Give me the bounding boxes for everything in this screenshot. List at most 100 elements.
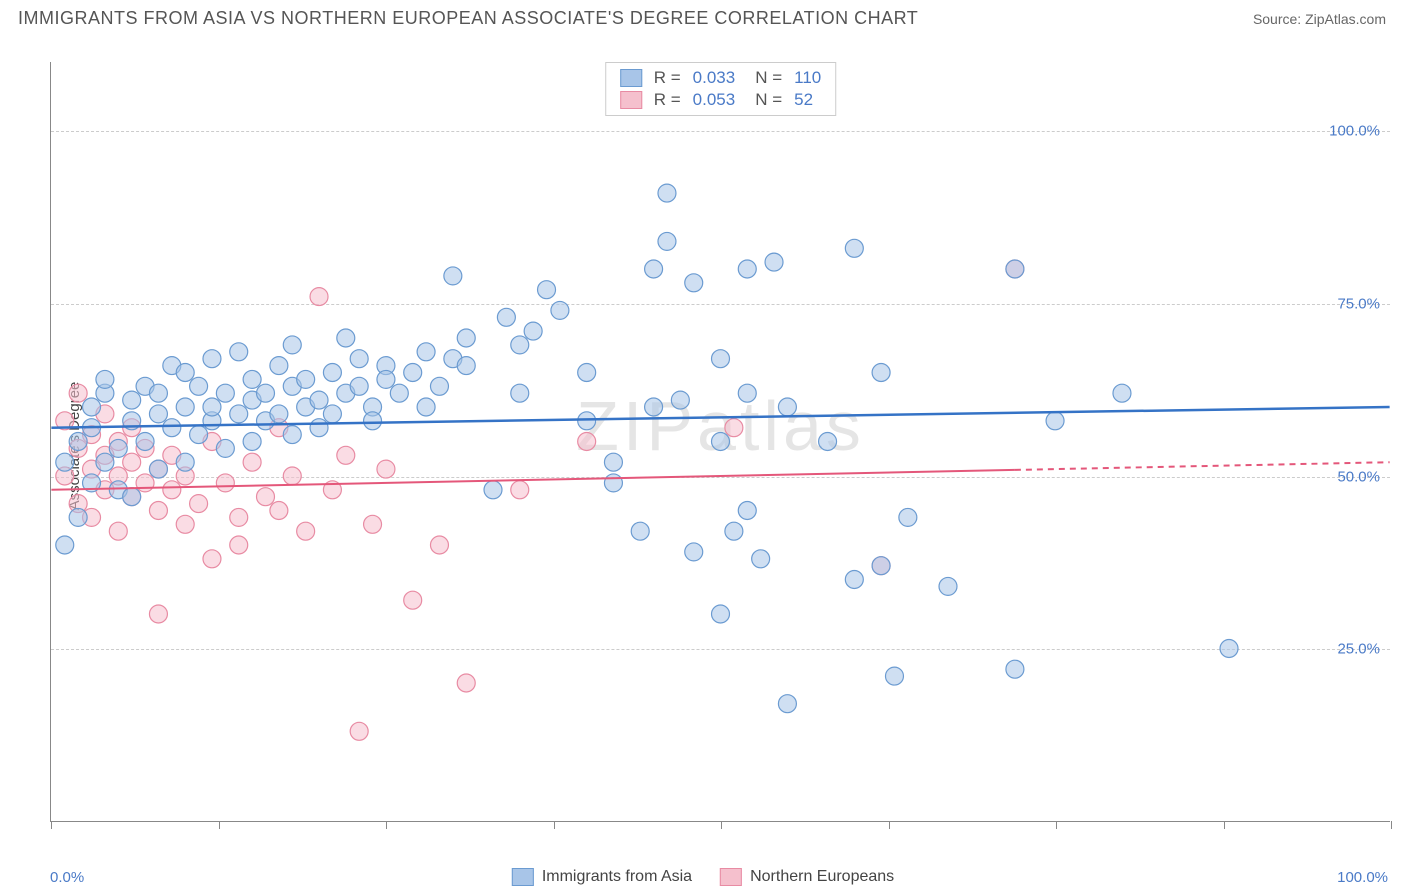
series-a-point	[845, 239, 863, 257]
series-a-point	[69, 508, 87, 526]
series-a-point	[283, 426, 301, 444]
series-a-point	[752, 550, 770, 568]
series-a-point	[56, 453, 74, 471]
series-a-point	[203, 350, 221, 368]
series-a-point	[872, 364, 890, 382]
series-b-point	[163, 481, 181, 499]
series-a-point	[845, 571, 863, 589]
series-a-point	[149, 384, 167, 402]
series-a-point	[176, 364, 194, 382]
chart-title: IMMIGRANTS FROM ASIA VS NORTHERN EUROPEA…	[18, 8, 918, 29]
series-a-point	[685, 543, 703, 561]
series-a-point	[404, 364, 422, 382]
series-b-point	[283, 467, 301, 485]
series-a-point	[484, 481, 502, 499]
series-legend: Immigrants from AsiaNorthern Europeans	[512, 868, 894, 886]
legend-n-value: 110	[794, 68, 821, 88]
series-a-point	[511, 336, 529, 354]
series-a-point	[176, 398, 194, 416]
x-tick	[554, 821, 555, 829]
series-b-point	[430, 536, 448, 554]
legend-swatch	[620, 91, 642, 109]
series-b-point	[216, 474, 234, 492]
series-b-point	[364, 515, 382, 533]
series-a-point	[457, 357, 475, 375]
series-legend-item: Northern Europeans	[720, 868, 894, 886]
series-a-point	[297, 370, 315, 388]
series-a-point	[604, 453, 622, 471]
series-b-point	[725, 419, 743, 437]
series-a-point	[819, 433, 837, 451]
series-a-point	[96, 370, 114, 388]
correlation-legend: R =0.033N =110R =0.053N = 52	[605, 62, 837, 116]
trend-line	[51, 470, 1015, 490]
series-a-point	[1006, 660, 1024, 678]
series-a-point	[671, 391, 689, 409]
series-b-point	[149, 502, 167, 520]
series-b-point	[69, 384, 87, 402]
series-a-point	[885, 667, 903, 685]
series-b-point	[109, 522, 127, 540]
series-a-point	[1006, 260, 1024, 278]
series-b-point	[337, 446, 355, 464]
series-a-point	[230, 405, 248, 423]
series-a-point	[444, 267, 462, 285]
series-b-point	[350, 722, 368, 740]
series-a-point	[738, 502, 756, 520]
series-a-point	[685, 274, 703, 292]
series-a-point	[123, 488, 141, 506]
series-b-point	[230, 508, 248, 526]
series-a-point	[578, 412, 596, 430]
legend-n-label: N =	[755, 90, 782, 110]
series-a-point	[778, 398, 796, 416]
series-a-point	[417, 343, 435, 361]
x-tick	[1056, 821, 1057, 829]
series-a-point	[190, 377, 208, 395]
series-b-point	[297, 522, 315, 540]
series-b-point	[230, 536, 248, 554]
legend-swatch	[620, 69, 642, 87]
series-a-point	[123, 391, 141, 409]
legend-row: R =0.033N =110	[620, 67, 822, 89]
legend-r-value: 0.053	[693, 90, 736, 110]
legend-row: R =0.053N = 52	[620, 89, 822, 111]
series-a-point	[203, 398, 221, 416]
series-a-point	[511, 384, 529, 402]
source-label: Source: ZipAtlas.com	[1253, 11, 1386, 27]
series-b-point	[578, 433, 596, 451]
series-a-point	[270, 405, 288, 423]
series-a-point	[176, 453, 194, 471]
x-tick	[721, 821, 722, 829]
series-a-point	[778, 695, 796, 713]
series-a-point	[658, 184, 676, 202]
series-b-point	[377, 460, 395, 478]
series-a-point	[149, 460, 167, 478]
series-a-point	[243, 433, 261, 451]
series-a-point	[712, 605, 730, 623]
legend-swatch	[720, 868, 742, 886]
series-a-point	[872, 557, 890, 575]
series-a-point	[323, 364, 341, 382]
series-a-point	[551, 301, 569, 319]
series-b-point	[190, 495, 208, 513]
legend-r-value: 0.033	[693, 68, 736, 88]
series-a-point	[69, 433, 87, 451]
series-b-point	[176, 515, 194, 533]
series-a-point	[390, 384, 408, 402]
series-a-point	[337, 329, 355, 347]
series-a-point	[350, 377, 368, 395]
series-b-point	[136, 474, 154, 492]
series-a-point	[56, 536, 74, 554]
series-a-point	[216, 439, 234, 457]
series-b-point	[457, 674, 475, 692]
trend-line	[51, 407, 1389, 428]
series-a-point	[765, 253, 783, 271]
header-bar: IMMIGRANTS FROM ASIA VS NORTHERN EUROPEA…	[0, 0, 1406, 33]
series-a-point	[1220, 640, 1238, 658]
series-a-point	[604, 474, 622, 492]
series-legend-label: Northern Europeans	[750, 868, 894, 886]
series-b-point	[310, 288, 328, 306]
series-a-point	[738, 384, 756, 402]
series-a-point	[538, 281, 556, 299]
series-a-point	[645, 260, 663, 278]
